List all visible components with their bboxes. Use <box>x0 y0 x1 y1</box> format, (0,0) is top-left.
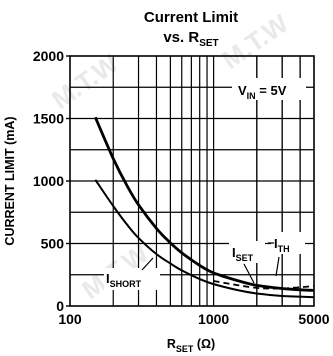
y-tick-label: 500 <box>41 236 65 252</box>
condition-main: V <box>238 83 247 98</box>
y-tick-label: 1000 <box>33 173 64 189</box>
condition-label: VIN = 5V <box>238 83 287 101</box>
series-label-iset: ISET <box>232 245 254 263</box>
x-tick-label: 100 <box>58 311 82 327</box>
series-label-ishort: ISHORT <box>106 271 142 289</box>
y-tick-label: 1500 <box>33 111 64 127</box>
chart-title-line2: vs. RSET <box>163 29 218 49</box>
series-label-iset-sub: SET <box>236 253 254 263</box>
y-tick-labels: 0 500 1000 1500 2000 <box>33 48 70 314</box>
x-axis-label-sub: SET <box>176 344 194 354</box>
chart-title-line2-sub: SET <box>199 38 218 49</box>
x-axis-label-main: R <box>167 337 176 351</box>
condition-box <box>232 78 306 100</box>
ishort-leader-line <box>141 257 154 271</box>
series-label-ith-main: I <box>274 236 278 251</box>
series-line-iset <box>94 116 315 292</box>
y-tick-label: 0 <box>56 298 64 314</box>
iset-leader-line <box>243 263 255 284</box>
x-axis-label: RSET (Ω) <box>167 337 215 354</box>
series-label-ith-sub: TH <box>278 244 290 254</box>
x-tick-labels: 100 1000 5000 <box>58 311 329 327</box>
x-tick-label: 5000 <box>298 311 329 327</box>
x-axis-label-unit: (Ω) <box>193 337 215 351</box>
series-line-ishort <box>94 179 315 299</box>
series-label-ishort-main: I <box>106 271 110 286</box>
x-tick-label: 1000 <box>198 311 229 327</box>
condition-value: = 5V <box>256 83 287 98</box>
chart-title-line1: Current Limit <box>144 9 238 26</box>
series-curves <box>94 116 315 299</box>
condition-sub: IN <box>247 91 256 101</box>
y-axis-label: CURRENT LIMIT (mA) <box>3 116 17 245</box>
series-label-ith: ITH <box>274 236 290 254</box>
series-label-ishort-sub: SHORT <box>110 279 142 289</box>
ith-label-bg <box>271 232 305 254</box>
iset-label-bg <box>229 241 265 263</box>
series-label-iset-main: I <box>232 245 236 260</box>
ishort-label-bg <box>104 268 160 290</box>
ith-leader-line <box>275 256 280 277</box>
series-line-ith <box>213 280 315 290</box>
y-tick-label: 2000 <box>33 48 64 64</box>
chart-title-line2-main: vs. R <box>163 29 199 46</box>
